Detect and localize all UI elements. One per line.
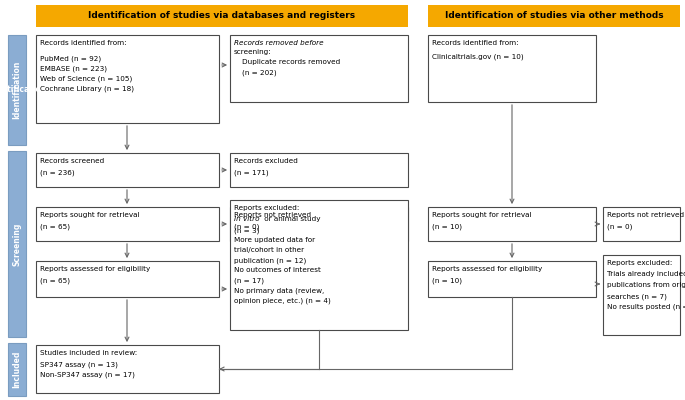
Bar — [428, 207, 596, 241]
Text: Reports assessed for eligibility: Reports assessed for eligibility — [432, 266, 543, 272]
Text: Clinicaltrials.gov (n = 10): Clinicaltrials.gov (n = 10) — [432, 53, 523, 60]
Text: SP347 assay (n = 13): SP347 assay (n = 13) — [40, 361, 118, 368]
Text: (n = 0): (n = 0) — [607, 223, 632, 230]
Text: Trials already included in: Trials already included in — [607, 271, 685, 277]
Text: publications from original: publications from original — [607, 282, 685, 288]
Text: Reports sought for retrieval: Reports sought for retrieval — [40, 212, 140, 218]
Text: Records screened: Records screened — [40, 158, 104, 164]
Text: (n = 10): (n = 10) — [432, 277, 462, 284]
Bar — [36, 5, 408, 27]
Text: Records identified from:: Records identified from: — [432, 40, 519, 46]
Text: No outcomes of interest: No outcomes of interest — [234, 267, 321, 273]
Bar — [603, 207, 680, 241]
Text: Identification: Identification — [0, 86, 46, 94]
Bar — [428, 261, 596, 297]
Text: (n = 17): (n = 17) — [234, 277, 264, 284]
Text: Web of Science (n = 105): Web of Science (n = 105) — [40, 75, 132, 82]
Text: No results posted (n = 2): No results posted (n = 2) — [607, 304, 685, 310]
Text: (n = 65): (n = 65) — [40, 277, 70, 284]
Text: Records identified from:: Records identified from: — [40, 40, 127, 46]
Text: No primary data (review,: No primary data (review, — [234, 287, 324, 294]
Text: Studies included in review:: Studies included in review: — [40, 350, 137, 356]
Bar — [428, 35, 596, 102]
Text: (n = 236): (n = 236) — [40, 169, 75, 176]
Text: (n = 0): (n = 0) — [234, 223, 260, 230]
Text: Duplicate records removed: Duplicate records removed — [242, 59, 340, 65]
Text: Records removed before: Records removed before — [234, 40, 323, 46]
Text: Reports excluded:: Reports excluded: — [607, 260, 673, 266]
Bar — [36, 35, 219, 123]
Bar — [36, 345, 219, 393]
Text: Records excluded: Records excluded — [234, 158, 298, 164]
Bar — [230, 207, 408, 241]
Text: EMBASE (n = 223): EMBASE (n = 223) — [40, 65, 107, 72]
Bar — [230, 153, 408, 187]
Bar — [230, 35, 408, 102]
Text: More updated data for: More updated data for — [234, 237, 315, 243]
Bar — [8, 151, 26, 337]
Text: Screening: Screening — [12, 222, 21, 266]
Bar — [603, 255, 680, 335]
Text: Identification of studies via databases and registers: Identification of studies via databases … — [88, 12, 356, 20]
Text: (n = 3): (n = 3) — [234, 227, 260, 234]
Text: trial/cohort in other: trial/cohort in other — [234, 247, 304, 253]
Text: Reports excluded:: Reports excluded: — [234, 205, 299, 211]
Text: Reports assessed for eligibility: Reports assessed for eligibility — [40, 266, 150, 272]
Text: (n = 202): (n = 202) — [242, 69, 277, 76]
Text: Included: Included — [12, 351, 21, 388]
Text: (n = 171): (n = 171) — [234, 169, 269, 176]
Text: Reports not retrieved: Reports not retrieved — [607, 212, 684, 218]
Text: (n = 10): (n = 10) — [432, 223, 462, 230]
Text: (n = 65): (n = 65) — [40, 223, 70, 230]
Text: Cochrane Library (n = 18): Cochrane Library (n = 18) — [40, 85, 134, 92]
Text: Identification of studies via other methods: Identification of studies via other meth… — [445, 12, 663, 20]
Bar — [428, 5, 680, 27]
Bar — [8, 343, 26, 396]
Bar — [36, 261, 219, 297]
Text: Reports sought for retrieval: Reports sought for retrieval — [432, 212, 532, 218]
Bar — [230, 200, 408, 330]
Text: opinion piece, etc.) (n = 4): opinion piece, etc.) (n = 4) — [234, 297, 331, 304]
Bar — [36, 153, 219, 187]
Text: Non-SP347 assay (n = 17): Non-SP347 assay (n = 17) — [40, 372, 135, 378]
Bar — [8, 35, 26, 145]
Text: PubMed (n = 92): PubMed (n = 92) — [40, 55, 101, 62]
Bar — [36, 207, 219, 241]
Text: screening:: screening: — [234, 49, 272, 55]
Text: or animal study: or animal study — [262, 216, 321, 222]
Text: In vitro: In vitro — [234, 216, 260, 222]
Text: Identification: Identification — [12, 61, 21, 119]
Text: Reports not retrieved: Reports not retrieved — [234, 212, 311, 218]
Text: publication (n = 12): publication (n = 12) — [234, 257, 306, 264]
Text: searches (n = 7): searches (n = 7) — [607, 293, 667, 300]
